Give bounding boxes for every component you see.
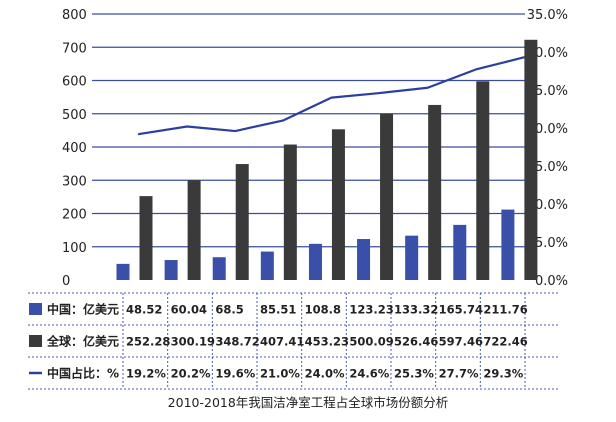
table-value: 60.04	[171, 303, 207, 317]
bar-china	[308, 243, 322, 280]
table-value: 68.5	[215, 303, 243, 317]
y-right-tick-label: 35.0%	[527, 8, 568, 23]
table-value: 21.0%	[260, 367, 300, 381]
table-value: 24.0%	[305, 367, 345, 381]
bar-china	[453, 224, 467, 280]
line-china-share	[137, 56, 525, 136]
y-left-tick-label: 700	[62, 41, 87, 56]
y-left-tick-label: 0	[62, 274, 70, 289]
y-left-tick-label: 800	[62, 8, 87, 23]
table-value: 453.23	[305, 335, 349, 349]
table-value: 597.46	[439, 335, 483, 349]
table-value: 211.76	[483, 303, 527, 317]
bar-global	[428, 104, 442, 280]
legend-swatch-global	[29, 335, 42, 347]
y-right-tick-label: 0.0%	[535, 274, 568, 289]
table-value: 133.32	[394, 303, 438, 317]
table-value: 29.3%	[483, 367, 523, 381]
bar-global	[380, 113, 394, 280]
bar-china	[260, 251, 274, 280]
bar-china	[405, 235, 419, 280]
table-value: 27.7%	[439, 367, 479, 381]
y-left-tick-label: 600	[62, 75, 87, 90]
chart-caption: 2010-2018年我国洁净室工程占全球市场份额分析	[168, 395, 449, 410]
table-value: 19.6%	[215, 367, 255, 381]
table-value: 348.72	[215, 335, 259, 349]
y-left-tick-label: 300	[62, 174, 87, 189]
table-value: 407.41	[260, 335, 304, 349]
bar-global	[283, 144, 297, 280]
bar-china	[116, 263, 130, 280]
table-value: 85.51	[260, 303, 296, 317]
y-left-tick-label: 400	[62, 141, 87, 156]
bar-china	[501, 209, 515, 280]
table-value: 300.19	[171, 335, 215, 349]
bar-china	[212, 257, 226, 280]
bar-china	[164, 260, 178, 280]
bar-china	[357, 239, 371, 280]
legend-label: 中国占比：%	[47, 366, 119, 381]
legend-swatch-china	[29, 303, 42, 315]
table-value: 500.09	[349, 335, 393, 349]
bar-global	[187, 180, 201, 280]
table-value: 20.2%	[171, 367, 211, 381]
legend-label: 中国：亿美元	[47, 302, 119, 317]
table-value: 24.6%	[349, 367, 389, 381]
table-value: 123.23	[349, 303, 393, 317]
bar-global	[235, 164, 249, 280]
table-value: 526.46	[394, 335, 438, 349]
table-value: 25.3%	[394, 367, 434, 381]
y-right-tick-label: 5.0%	[535, 236, 568, 251]
table-value: 722.46	[483, 335, 527, 349]
bar-global	[524, 39, 538, 281]
table-value: 252.28	[126, 335, 170, 349]
y-left-tick-label: 500	[62, 108, 87, 123]
bar-global	[331, 129, 345, 280]
table-value: 108.8	[305, 303, 341, 317]
bar-global	[139, 196, 153, 280]
bar-global	[476, 81, 490, 281]
legend-label: 全球：亿美元	[46, 334, 119, 349]
y-left-tick-label: 100	[62, 241, 87, 256]
table-value: 48.52	[126, 303, 162, 317]
y-left-tick-label: 200	[62, 208, 87, 223]
table-value: 19.2%	[126, 367, 166, 381]
table-value: 165.74	[439, 303, 483, 317]
